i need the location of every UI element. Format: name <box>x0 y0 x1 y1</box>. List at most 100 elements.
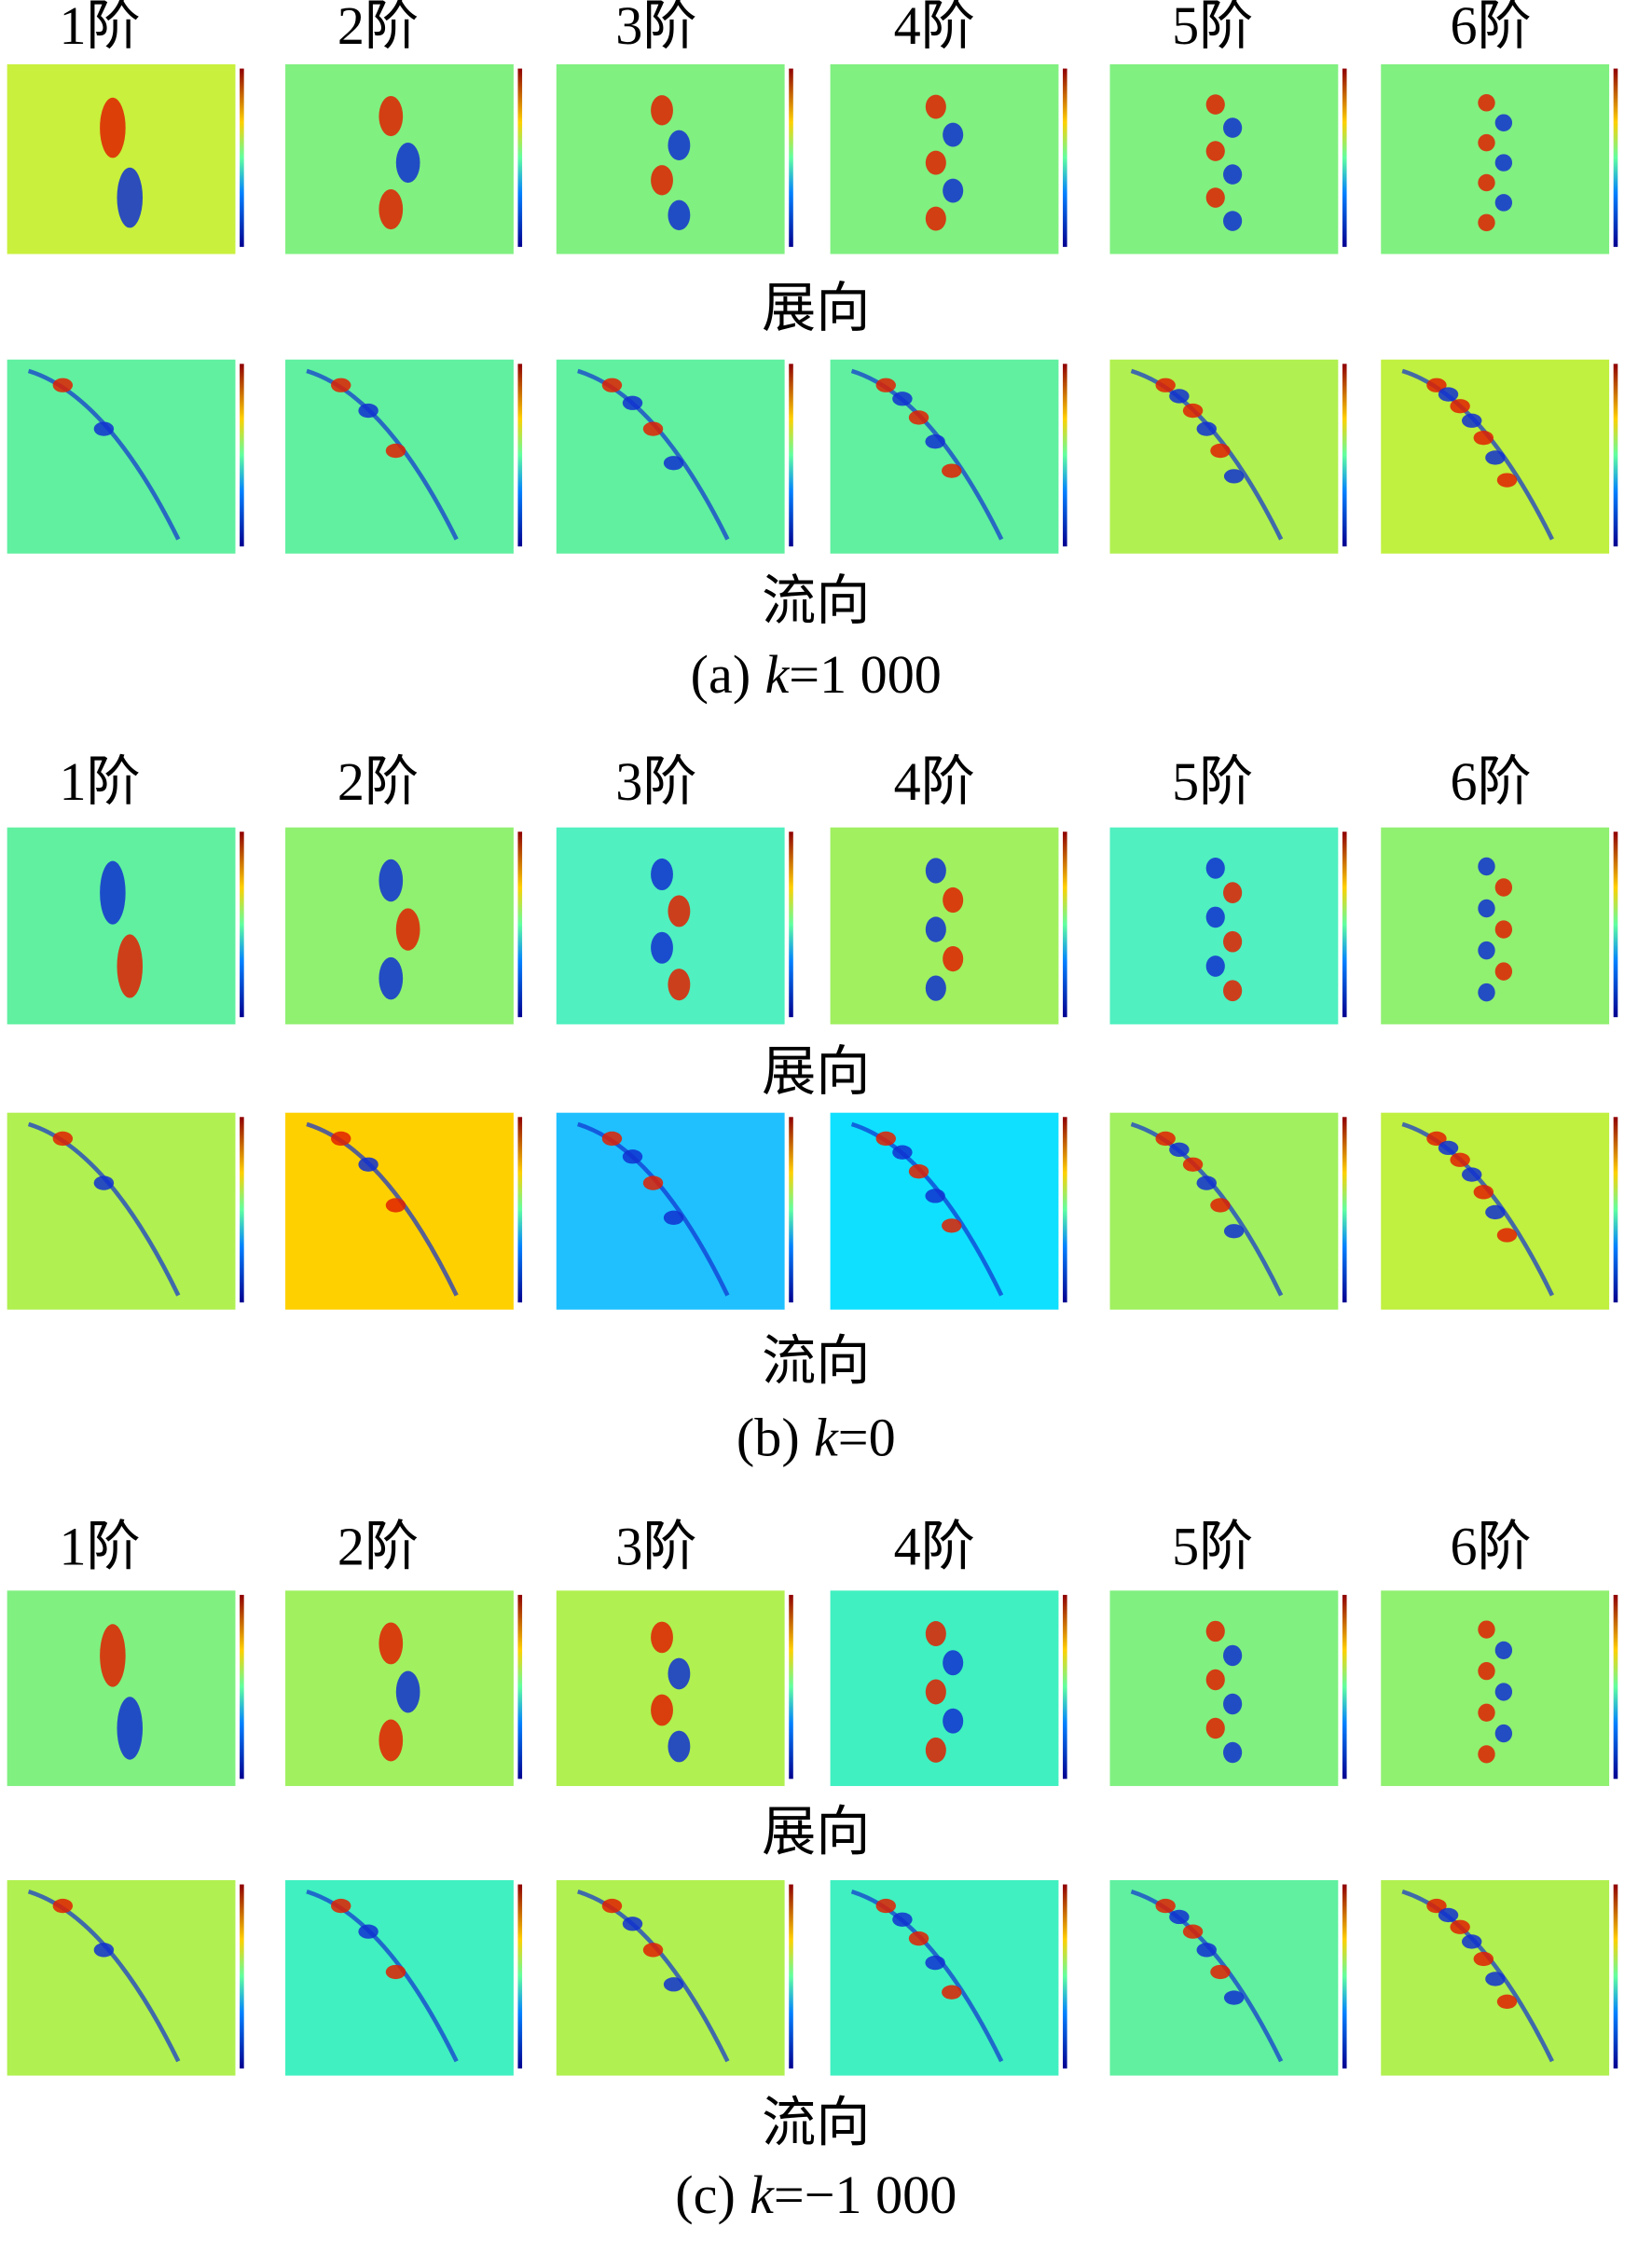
mode-blob <box>117 167 144 228</box>
mode-label: 6阶 <box>1450 751 1531 812</box>
mode-blob <box>100 1624 126 1687</box>
mode-blob <box>622 1917 643 1931</box>
colorbar <box>789 1117 793 1303</box>
colorbar <box>240 832 244 1018</box>
mode-blob <box>1478 1620 1495 1639</box>
mode-blob <box>1494 1724 1513 1743</box>
mode-field <box>7 1590 236 1786</box>
mode-field <box>830 1112 1059 1310</box>
mode-field <box>7 1112 236 1310</box>
colorbar <box>517 832 523 1018</box>
row-label: 展向 <box>762 1801 870 1862</box>
mode-blob <box>651 1694 673 1726</box>
mode-blob <box>1478 941 1495 960</box>
mode-image <box>285 1590 523 1786</box>
mode-blob <box>1426 378 1447 392</box>
mode-blob <box>642 1175 664 1190</box>
mode-blob <box>1210 1198 1231 1213</box>
mode-blob <box>1182 1924 1204 1939</box>
mode-field <box>556 827 785 1024</box>
mode-blob <box>1169 1142 1190 1157</box>
colorbar <box>1613 364 1618 547</box>
mode-blob <box>668 1657 691 1690</box>
mode-blob <box>925 1955 945 1971</box>
mode-blob <box>1478 857 1495 876</box>
mode-blob <box>1169 389 1190 404</box>
mode-image <box>7 63 244 254</box>
mode-label: 3阶 <box>615 751 696 812</box>
row-label: 流向 <box>762 570 870 631</box>
mode-blob <box>1205 858 1225 879</box>
mode-blob <box>1223 1644 1243 1667</box>
mode-blob <box>385 443 406 459</box>
mode-blob <box>1205 187 1225 208</box>
mode-blob <box>1485 1972 1506 1986</box>
mode-blob <box>1182 403 1204 419</box>
mode-blob <box>925 94 946 119</box>
mode-blob <box>1478 133 1495 152</box>
mode-blob <box>908 1164 929 1179</box>
mode-image <box>830 1879 1067 2076</box>
caption: (b) k=0 <box>737 1408 896 1468</box>
colorbar <box>1063 1117 1067 1303</box>
mode-label: 2阶 <box>337 751 419 812</box>
mode-blob <box>668 130 691 160</box>
mode-blob <box>1494 962 1513 981</box>
mode-blob <box>1494 114 1513 131</box>
mode-blob <box>942 1985 962 2000</box>
mode-blob <box>1210 1964 1231 1980</box>
colorbar <box>1342 364 1347 547</box>
mode-image <box>7 1112 244 1310</box>
mode-image <box>556 827 793 1024</box>
mode-image <box>1109 827 1347 1024</box>
mode-image <box>1381 359 1618 554</box>
mode-blob <box>651 858 673 891</box>
colorbar <box>1063 1884 1067 2068</box>
mode-image <box>1381 827 1618 1024</box>
colorbar <box>1613 68 1618 247</box>
mode-image <box>285 1879 523 2076</box>
caption-value: =1 000 <box>789 644 942 705</box>
mode-image <box>285 359 523 554</box>
mode-image <box>285 63 523 254</box>
mode-blob <box>925 975 946 1001</box>
mode-field <box>7 827 236 1024</box>
mode-image <box>7 1590 244 1786</box>
mode-blob <box>1223 1990 1245 2005</box>
mode-blob <box>1223 117 1243 138</box>
mode-blob <box>1478 899 1495 918</box>
mode-blob <box>942 1218 962 1233</box>
mode-field <box>1381 1590 1610 1786</box>
mode-blob <box>1450 1152 1470 1167</box>
mode-blob <box>1438 1907 1459 1923</box>
mode-label: 2阶 <box>337 0 419 56</box>
mode-image <box>830 359 1067 554</box>
mode-blob <box>1196 1943 1217 1958</box>
mode-blob <box>1205 1620 1225 1642</box>
mode-blob <box>1478 983 1495 1002</box>
row-label: 展向 <box>762 278 870 338</box>
colorbar <box>789 832 793 1018</box>
caption-variable: k <box>750 2165 775 2226</box>
colorbar <box>517 68 523 247</box>
mode-blob <box>892 1912 913 1927</box>
mode-blob <box>943 945 964 972</box>
mode-blob <box>663 456 684 471</box>
mode-image <box>285 827 523 1024</box>
mode-blob <box>1205 906 1225 928</box>
colorbar <box>1613 832 1618 1018</box>
mode-blob <box>925 1621 946 1647</box>
mode-label: 2阶 <box>337 1516 419 1576</box>
mode-image <box>1381 1590 1618 1786</box>
mode-blob <box>379 1622 404 1665</box>
mode-blob <box>1223 980 1243 1002</box>
mode-blob <box>379 96 404 137</box>
colorbar <box>1063 68 1067 247</box>
mode-label: 4阶 <box>894 1516 975 1576</box>
colorbar <box>517 364 523 547</box>
mode-blob <box>1155 1131 1176 1147</box>
mode-image <box>1109 359 1347 554</box>
mode-image <box>7 827 244 1024</box>
mode-blob <box>1223 1224 1245 1239</box>
